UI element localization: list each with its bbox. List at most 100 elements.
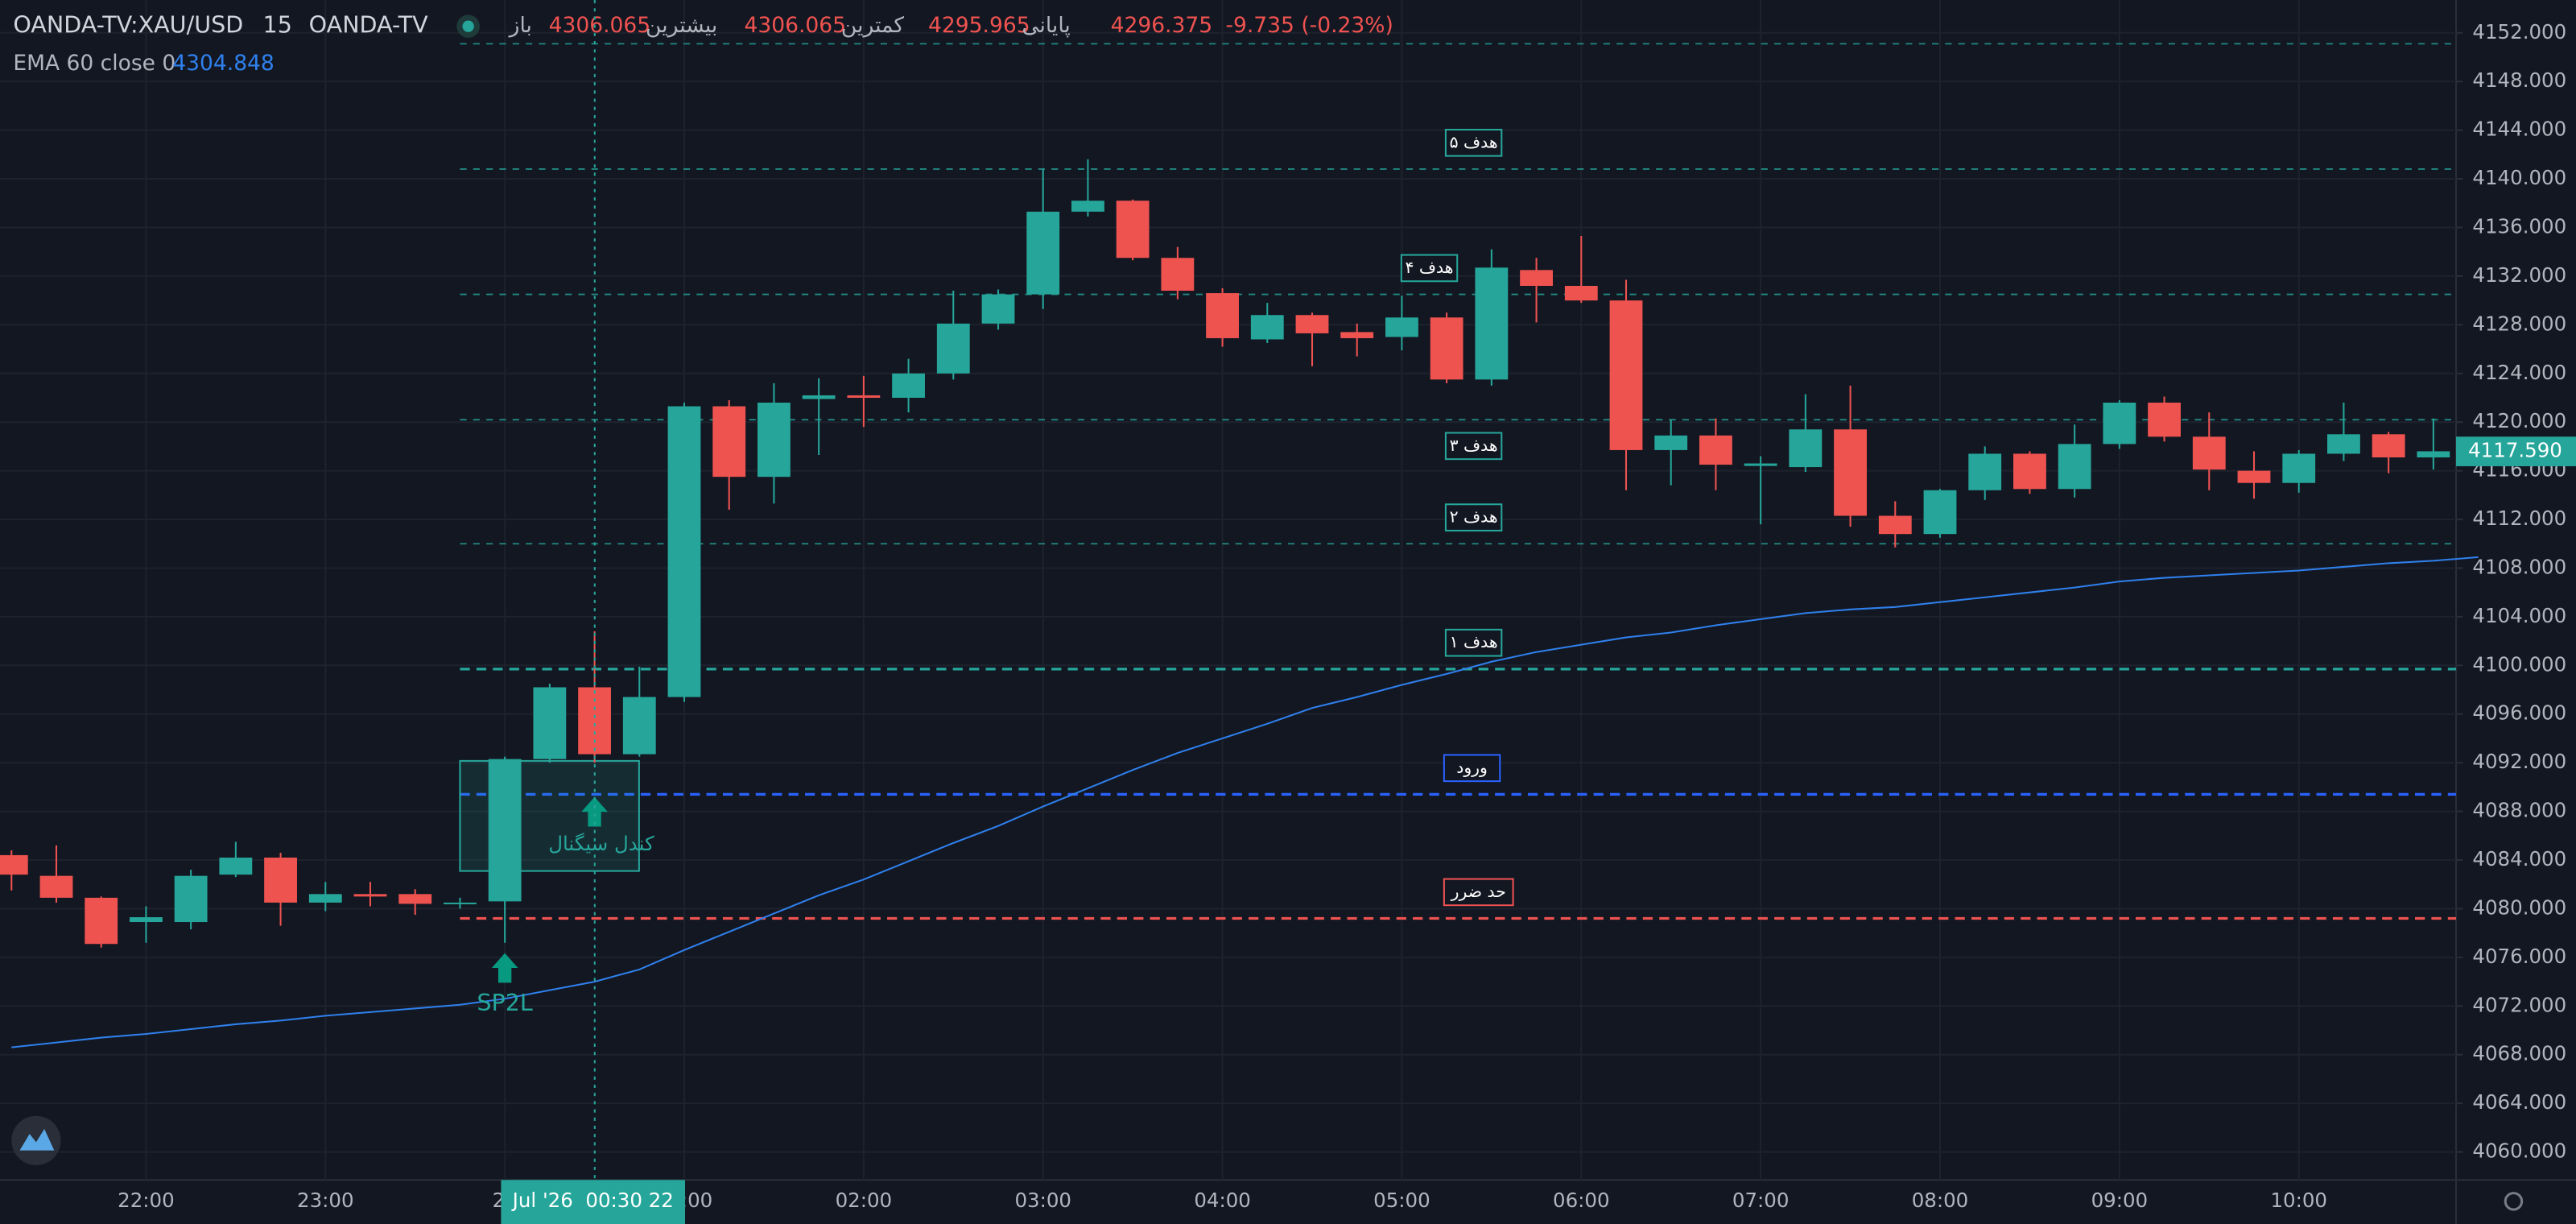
candle-body — [174, 875, 208, 923]
candle-body — [1923, 490, 1957, 535]
level-label: حد ضرر — [1451, 882, 1506, 901]
logo[interactable] — [11, 1115, 61, 1165]
candle-body — [667, 406, 701, 697]
level-label: ورود — [1456, 758, 1488, 777]
y-tick-label: 4064.000 — [2472, 1090, 2566, 1114]
y-tick-label: 4068.000 — [2472, 1042, 2566, 1065]
ohlc-label: بیشترین — [646, 13, 717, 38]
candle-body — [2148, 403, 2181, 437]
candle-body — [1968, 453, 2002, 490]
x-tick-label: 10:00 — [2270, 1189, 2327, 1212]
candle-body — [578, 687, 611, 755]
x-tick-label: 03:00 — [1014, 1189, 1071, 1212]
y-tick-label: 4100.000 — [2472, 652, 2566, 676]
candle-body — [892, 373, 925, 398]
level-label-box — [1444, 432, 1503, 461]
indicator-name: EMA 60 close 0 — [13, 51, 175, 76]
candle-body — [802, 395, 836, 399]
x-tick-label: 08:00 — [1912, 1189, 1969, 1212]
candle-body — [1161, 258, 1195, 292]
candle-body — [1071, 201, 1104, 212]
candle-body — [353, 894, 387, 897]
candle-body — [2237, 470, 2271, 483]
candle-body — [2013, 453, 2046, 490]
ohlc-value: 4306.065 — [744, 13, 846, 38]
candle-body — [1340, 332, 1374, 338]
level-label-box — [1444, 503, 1503, 531]
candle-body — [622, 697, 656, 755]
y-tick-label: 4152.000 — [2472, 20, 2566, 43]
candle-body — [130, 917, 163, 923]
x-tick-label: 04:00 — [1194, 1189, 1251, 1212]
indicator-value: 4304.848 — [172, 51, 275, 76]
candle-body — [1789, 429, 1823, 468]
levels — [459, 43, 2457, 920]
candle-body — [2417, 451, 2450, 457]
candle-body — [308, 894, 342, 903]
settings-icon[interactable] — [2504, 1192, 2524, 1211]
ohlc-value: 4306.065 — [549, 13, 651, 38]
level-label-box — [1400, 254, 1459, 283]
change: -9.735 (-0.23%) — [1225, 13, 1393, 38]
last-price-label: 4117.590 — [2468, 439, 2562, 462]
level-label: هدف ۱ — [1450, 632, 1498, 651]
interval: 15 — [263, 11, 292, 39]
y-tick-label: 4128.000 — [2472, 312, 2566, 335]
candle-body — [264, 857, 297, 903]
y-tick-label: 4084.000 — [2472, 847, 2566, 870]
candle-body — [1878, 515, 1912, 535]
candle-body — [0, 854, 28, 875]
y-tick-label: 4076.000 — [2472, 945, 2566, 968]
y-tick-label: 4072.000 — [2472, 993, 2566, 1016]
level-label: هدف ۲ — [1450, 507, 1498, 527]
level-label: هدف ۵ — [1450, 132, 1498, 151]
level-label: هدف ۴ — [1405, 258, 1453, 277]
candle-body — [1520, 270, 1553, 286]
candle-body — [936, 323, 970, 374]
ohlc-label: کمترین — [841, 13, 905, 38]
candle-body — [1744, 463, 1777, 466]
candle-body — [2372, 434, 2405, 457]
x-tick-label: 02:00 — [836, 1189, 893, 1212]
marker-label: SP2L — [477, 989, 533, 1016]
y-tick-label: 4108.000 — [2472, 555, 2566, 578]
y-tick-label: 4136.000 — [2472, 214, 2566, 238]
candle-body — [1295, 315, 1329, 333]
signal-label: کندل سیگنال — [548, 832, 654, 855]
source: OANDA-TV — [309, 11, 428, 39]
y-tick-label: 4088.000 — [2472, 799, 2566, 822]
candle-body — [2327, 434, 2360, 454]
level-label: هدف ۳ — [1450, 436, 1498, 455]
candle-body — [219, 857, 253, 875]
candle-body — [39, 875, 73, 898]
candle-body — [1385, 317, 1418, 337]
candle-body — [2058, 444, 2091, 490]
y-tick-label: 4120.000 — [2472, 409, 2566, 432]
level-label-box — [1444, 628, 1503, 657]
signal-arrow — [491, 953, 518, 983]
candle-body — [1699, 435, 1732, 465]
y-tick-label: 4124.000 — [2472, 361, 2566, 384]
candle-body — [1116, 201, 1150, 258]
y-tick-label: 4144.000 — [2472, 118, 2566, 141]
candle-body — [1206, 293, 1239, 338]
symbol: OANDA-TV:XAU/USD — [13, 11, 243, 39]
candle-body — [1250, 315, 1284, 340]
level-label-box — [1443, 878, 1514, 907]
x-tick-label: 09:00 — [2091, 1189, 2149, 1212]
candle-body — [981, 294, 1015, 324]
ema-line — [11, 556, 2479, 1048]
signal-arrow — [581, 796, 608, 827]
marks — [0, 159, 2495, 1048]
y-tick-label: 4104.000 — [2472, 604, 2566, 627]
x-tick-label: 07:00 — [1732, 1189, 1790, 1212]
candle-body — [2192, 436, 2226, 470]
x-tick-label: 23:00 — [297, 1189, 354, 1212]
y-tick-label: 4132.000 — [2472, 263, 2566, 287]
candle-body — [2282, 453, 2316, 483]
y-tick-label: 4148.000 — [2472, 68, 2566, 92]
x-tick-label: 05:00 — [1373, 1189, 1430, 1212]
candle-body — [1609, 300, 1643, 450]
candle-body — [488, 759, 522, 902]
